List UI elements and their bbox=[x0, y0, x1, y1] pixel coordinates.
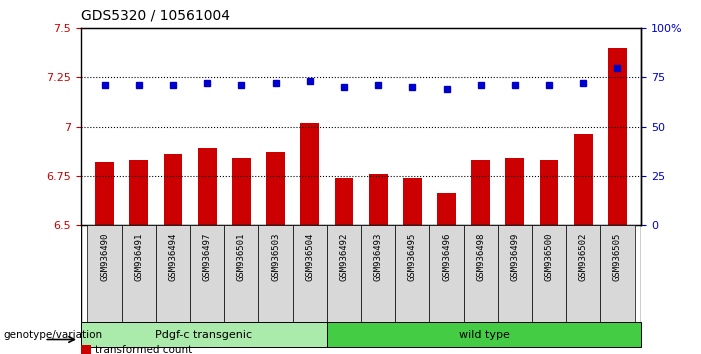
Text: GSM936501: GSM936501 bbox=[237, 233, 246, 281]
Bar bbox=[369, 174, 388, 225]
Text: wild type: wild type bbox=[458, 330, 510, 339]
Text: genotype/variation: genotype/variation bbox=[4, 330, 102, 339]
FancyBboxPatch shape bbox=[190, 225, 224, 322]
Bar bbox=[130, 160, 148, 225]
Text: GSM936500: GSM936500 bbox=[545, 233, 554, 281]
Bar bbox=[540, 160, 559, 225]
Bar bbox=[437, 193, 456, 225]
Text: Pdgf-c transgenic: Pdgf-c transgenic bbox=[155, 330, 252, 339]
Text: GSM936498: GSM936498 bbox=[476, 233, 485, 281]
Bar bbox=[198, 148, 217, 225]
Text: GSM936491: GSM936491 bbox=[135, 233, 143, 281]
FancyBboxPatch shape bbox=[361, 225, 395, 322]
FancyBboxPatch shape bbox=[156, 225, 190, 322]
Text: GDS5320 / 10561004: GDS5320 / 10561004 bbox=[81, 9, 230, 23]
FancyBboxPatch shape bbox=[88, 225, 122, 322]
Bar bbox=[608, 48, 627, 225]
FancyBboxPatch shape bbox=[122, 225, 156, 322]
Text: transformed count: transformed count bbox=[95, 345, 192, 354]
Text: GSM936504: GSM936504 bbox=[305, 233, 314, 281]
Text: GSM936497: GSM936497 bbox=[203, 233, 212, 281]
Bar bbox=[327, 322, 641, 347]
Text: GSM936502: GSM936502 bbox=[579, 233, 587, 281]
Bar bbox=[574, 135, 592, 225]
FancyBboxPatch shape bbox=[430, 225, 463, 322]
FancyBboxPatch shape bbox=[292, 225, 327, 322]
FancyBboxPatch shape bbox=[600, 225, 634, 322]
Text: GSM936503: GSM936503 bbox=[271, 233, 280, 281]
FancyBboxPatch shape bbox=[395, 225, 430, 322]
Bar bbox=[95, 162, 114, 225]
Bar bbox=[334, 178, 353, 225]
Bar bbox=[266, 152, 285, 225]
Bar bbox=[232, 158, 251, 225]
FancyBboxPatch shape bbox=[463, 225, 498, 322]
FancyBboxPatch shape bbox=[532, 225, 566, 322]
Bar bbox=[163, 154, 182, 225]
FancyBboxPatch shape bbox=[566, 225, 600, 322]
FancyBboxPatch shape bbox=[327, 225, 361, 322]
Bar bbox=[403, 178, 422, 225]
Bar bbox=[81, 322, 327, 347]
Text: GSM936495: GSM936495 bbox=[408, 233, 417, 281]
Text: GSM936505: GSM936505 bbox=[613, 233, 622, 281]
FancyBboxPatch shape bbox=[498, 225, 532, 322]
FancyBboxPatch shape bbox=[259, 225, 292, 322]
Bar bbox=[505, 158, 524, 225]
Text: GSM936499: GSM936499 bbox=[510, 233, 519, 281]
FancyBboxPatch shape bbox=[224, 225, 259, 322]
Bar bbox=[300, 122, 319, 225]
Text: GSM936492: GSM936492 bbox=[339, 233, 348, 281]
Text: GSM936496: GSM936496 bbox=[442, 233, 451, 281]
Bar bbox=[471, 160, 490, 225]
Text: GSM936493: GSM936493 bbox=[374, 233, 383, 281]
Text: GSM936494: GSM936494 bbox=[168, 233, 177, 281]
Text: GSM936490: GSM936490 bbox=[100, 233, 109, 281]
